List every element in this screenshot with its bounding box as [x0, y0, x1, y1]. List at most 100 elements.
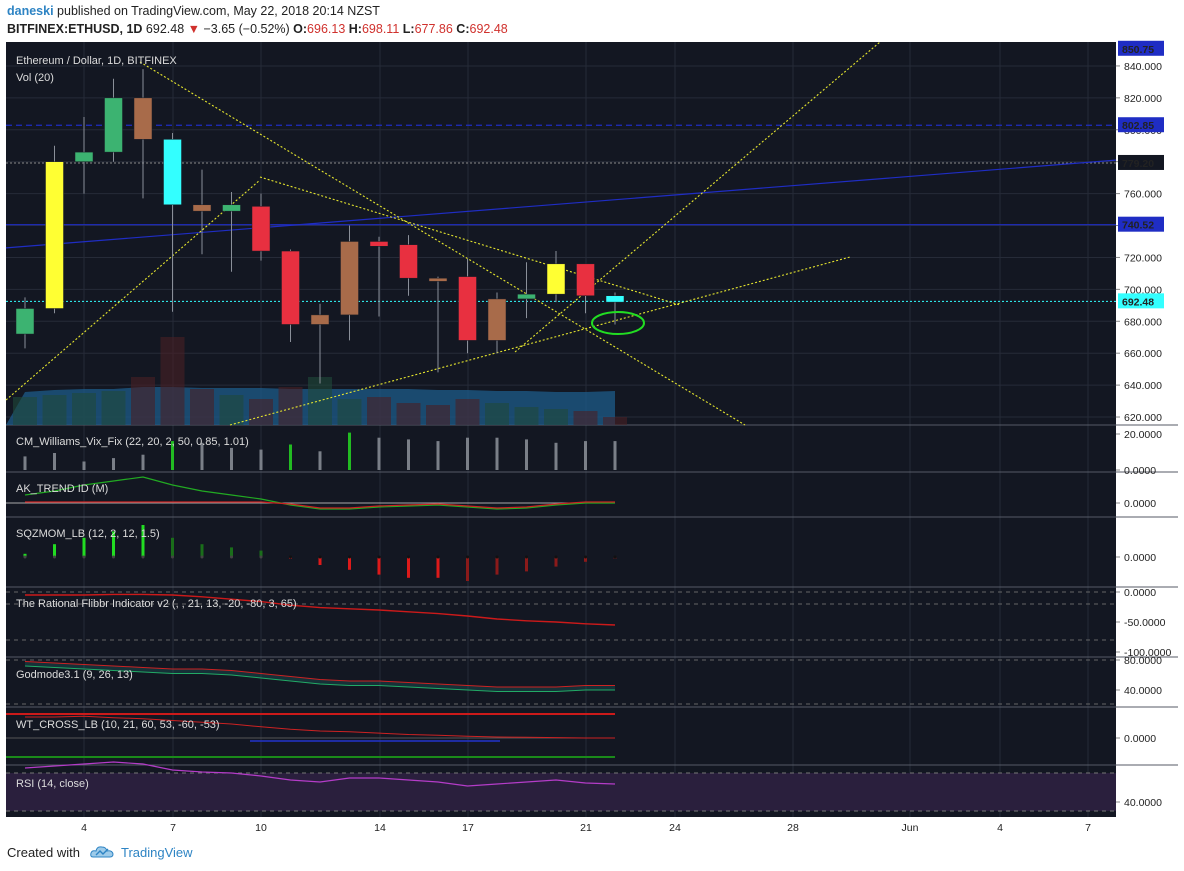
- volume-label: Vol (20): [16, 72, 54, 84]
- vix-bar: [466, 437, 469, 470]
- low-label: L:: [402, 22, 415, 36]
- price-label-tag: [1118, 216, 1164, 232]
- volume-bar: [573, 411, 598, 425]
- volume-bar: [514, 407, 539, 425]
- yellow-trendline: [514, 41, 881, 353]
- time-tick-label: 17: [462, 822, 474, 834]
- yellow-trendline: [5, 179, 261, 401]
- vix-bar: [23, 456, 27, 470]
- sqz-bar: [584, 557, 587, 562]
- sqz-bar: [82, 537, 86, 557]
- sqz-bar: [495, 557, 499, 575]
- sqz-dot: [171, 555, 174, 559]
- vix-bar: [230, 447, 233, 470]
- vix-bar: [112, 458, 115, 470]
- ak-signal-line: [25, 501, 615, 509]
- author-link[interactable]: daneski: [7, 4, 54, 18]
- indicator-tick-label: 0.0000: [1124, 465, 1156, 477]
- chart-area[interactable]: [6, 42, 1116, 817]
- candle-body: [133, 97, 153, 140]
- high-label: H:: [348, 22, 362, 36]
- yellow-trendline: [229, 256, 851, 426]
- time-tick-label: 28: [787, 822, 799, 834]
- time-tick-label: 24: [669, 822, 681, 834]
- volume-bar: [42, 395, 67, 425]
- volume-bar: [101, 391, 126, 425]
- sqz-bar: [554, 557, 558, 567]
- volume-bar: [190, 389, 214, 425]
- vix-bar: [318, 451, 322, 470]
- sqz-bar: [436, 557, 440, 578]
- close-label: C:: [456, 22, 470, 36]
- indicator-tick-label: -100.0000: [1124, 647, 1171, 659]
- price-tick-label: 640.000: [1124, 380, 1162, 392]
- time-tick-label: 4: [997, 822, 1003, 834]
- sqz-bar: [112, 531, 115, 557]
- flibbr-line: [25, 593, 616, 626]
- yellow-trendline: [259, 176, 681, 306]
- quote-line: BITFINEX:ETHUSD, 1D 692.48 ▼ −3.65 (−0.5…: [7, 22, 508, 36]
- indicator-tick-label: 0.0000: [1124, 587, 1156, 599]
- candle-body: [605, 295, 625, 303]
- ak-title: AK_TREND ID (M): [16, 483, 108, 495]
- candle-body: [281, 250, 300, 325]
- vix-bar: [407, 439, 410, 470]
- sqz-dot: [466, 555, 469, 559]
- volume-bar: [278, 387, 303, 425]
- change-value: −3.65 (−0.52%): [203, 22, 290, 36]
- volume-bar: [219, 395, 244, 425]
- price-label-tag: [1118, 154, 1164, 170]
- indicator-tick-label: 40.0000: [1124, 797, 1162, 809]
- candle-body: [458, 276, 477, 341]
- sqz-bar: [259, 550, 263, 557]
- volume-bar: [544, 409, 568, 425]
- sqz-dot: [82, 555, 86, 559]
- candle-body: [340, 241, 359, 316]
- indicator-tick-label: -50.0000: [1124, 617, 1166, 629]
- vix-bar: [53, 453, 56, 470]
- sqz-title: SQZMOM_LB (12, 2, 12, 1.5): [16, 528, 160, 540]
- sqz-bar: [141, 525, 145, 557]
- price-label-tag: [1118, 117, 1164, 133]
- sqz-bar: [377, 557, 381, 575]
- indicator-tick-label: 20.0000: [1124, 429, 1162, 441]
- candle-body: [428, 277, 448, 282]
- price-axis[interactable]: [1116, 42, 1178, 817]
- rsi-line: [24, 761, 616, 787]
- vix-bar: [82, 461, 86, 470]
- price-tick-label: 620.000: [1124, 412, 1162, 424]
- time-axis[interactable]: [6, 817, 1116, 835]
- vix-title: CM_Williams_Vix_Fix (22, 20, 2, 50, 0.85…: [16, 436, 249, 448]
- time-tick-label: 7: [1085, 822, 1091, 834]
- volume-bar: [603, 417, 627, 425]
- candle-body: [15, 308, 35, 335]
- volume-bar: [72, 393, 96, 425]
- sqz-bar: [171, 537, 174, 557]
- price-tick-label: 820.000: [1124, 93, 1162, 105]
- sqz-dot: [436, 555, 440, 559]
- indicator-tick-label: 0.0000: [1124, 498, 1156, 510]
- godmode-signal-line: [24, 665, 615, 692]
- sqz-dot: [495, 555, 499, 559]
- volume-bar: [485, 403, 509, 425]
- close-value: 692.48: [469, 22, 508, 36]
- indicator-tick-label: 80.0000: [1124, 655, 1162, 667]
- chart-header: daneski published on TradingView.com, Ma…: [0, 0, 1184, 42]
- sqz-bar: [23, 553, 27, 557]
- flibbr-title: The Rational Flibbr Indicator v2 (, , 21…: [16, 598, 297, 610]
- last-price: 692.48: [145, 22, 185, 36]
- open-label: O:: [293, 22, 308, 36]
- sqz-dot: [259, 555, 263, 559]
- publish-info: daneski published on TradingView.com, Ma…: [7, 4, 380, 18]
- vix-bar: [613, 441, 617, 470]
- sqz-bar: [407, 557, 410, 578]
- vix-bar: [141, 454, 145, 470]
- tradingview-link[interactable]: TradingView: [121, 845, 193, 860]
- price-label-text: 779.20: [1122, 158, 1154, 170]
- candle-body: [192, 204, 212, 212]
- sqz-bar: [348, 557, 351, 570]
- vix-bar: [584, 441, 587, 470]
- rsi-band: [6, 773, 1116, 811]
- vix-bar: [554, 442, 558, 470]
